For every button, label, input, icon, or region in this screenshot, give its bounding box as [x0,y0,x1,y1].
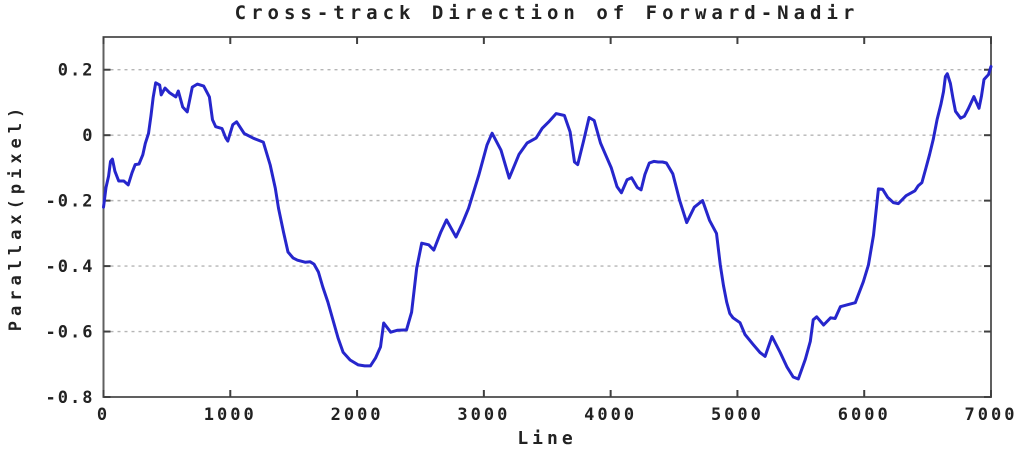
x-tick-label: 2000 [331,405,384,425]
axis-box [102,36,992,398]
x-tick-label: 3000 [457,405,510,425]
x-tick-label: 6000 [838,405,891,425]
chart-title: Cross-track Direction of Forward-Nadir [234,2,860,24]
y-tick-label: -0.8 [46,388,95,408]
y-tick-label: 0 [82,126,94,146]
y-tick-label: -0.2 [46,192,95,212]
x-tick-label: 5000 [711,405,764,425]
x-tick-label: 7000 [965,405,1018,425]
data-line [102,65,993,381]
x-tick-label: 1000 [204,405,257,425]
x-tick-label: 4000 [584,405,637,425]
x-axis-label: Line [517,428,577,449]
y-tick-label: -0.4 [46,257,95,277]
y-tick-label: 0.2 [58,61,95,81]
x-tick-label: 0 [97,405,110,425]
y-tick-label: -0.6 [46,323,95,343]
